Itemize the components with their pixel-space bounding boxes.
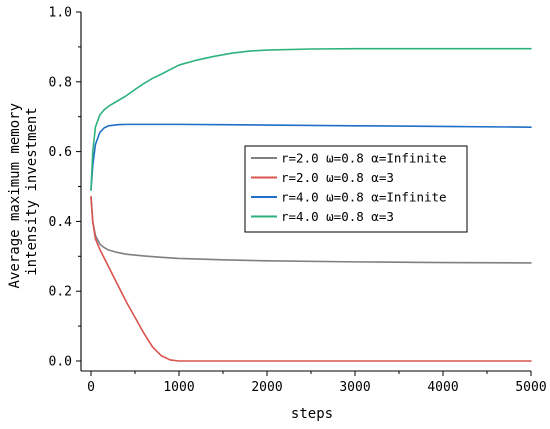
series-line-2 — [90, 196, 532, 362]
y-tick-label: 0.2 — [49, 285, 72, 300]
y-tick-label: 0.6 — [49, 145, 72, 160]
series-line-4 — [90, 47, 532, 191]
x-tick-label: 5000 — [515, 380, 546, 395]
x-tick-label: 3000 — [339, 380, 370, 395]
legend-box — [244, 145, 468, 233]
y-tick-label: 0.8 — [49, 75, 72, 90]
axes: 0.0 0.2 0.4 0.6 0.8 1.0 0 1000 2000 3000 4000 5000 — [49, 6, 547, 396]
legend-label-1: r=2.0 ω=0.8 α=Infinite — [281, 151, 447, 166]
y-tick-label: 0.0 — [49, 355, 72, 370]
y-tick-label: 0.4 — [49, 215, 73, 230]
axis-labels: steps Average maximum memory intensity i… — [7, 95, 333, 422]
x-tick-label: 1000 — [163, 380, 194, 395]
x-tick-label: 4000 — [427, 380, 458, 395]
y-axis-label: Average maximum memory intensity investm… — [7, 95, 40, 289]
y-axis-label-line-1: Average maximum memory — [7, 103, 23, 288]
x-axis-label: steps — [291, 406, 333, 422]
series-line-3 — [90, 123, 532, 191]
y-axis-label-line-2: intensity investment — [24, 107, 40, 276]
y-tick-label: 1.0 — [49, 6, 72, 21]
series-group — [90, 47, 532, 362]
legend: r=2.0 ω=0.8 α=Infinite r=2.0 ω=0.8 α=3 r=4… — [244, 145, 468, 233]
x-tick-label: 2000 — [251, 380, 282, 395]
legend-label-3: r=4.0 ω=0.8 α=Infinite — [281, 190, 447, 205]
series-line-1 — [90, 196, 532, 264]
legend-label-4: r=4.0 ω=0.8 α=3 — [281, 209, 394, 224]
x-tick-label: 0 — [87, 380, 95, 395]
legend-label-2: r=2.0 ω=0.8 α=3 — [281, 170, 394, 185]
